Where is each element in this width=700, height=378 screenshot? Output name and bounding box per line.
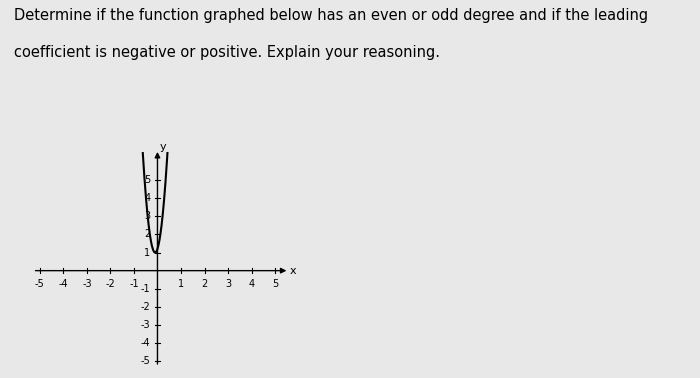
Text: -2: -2 [141,302,150,312]
Text: -5: -5 [141,356,150,366]
Text: 3: 3 [144,211,150,221]
Text: 5: 5 [272,279,279,289]
Text: 4: 4 [144,193,150,203]
Text: -5: -5 [35,279,45,289]
Text: 1: 1 [144,248,150,257]
Text: x: x [290,266,296,276]
Text: -1: -1 [141,284,150,294]
Text: -3: -3 [82,279,92,289]
Text: 4: 4 [248,279,255,289]
Text: 2: 2 [202,279,208,289]
Text: -4: -4 [141,338,150,348]
Text: -1: -1 [129,279,139,289]
Text: 2: 2 [144,229,150,239]
Text: -2: -2 [106,279,116,289]
Text: 1: 1 [178,279,184,289]
Text: coefficient is negative or positive. Explain your reasoning.: coefficient is negative or positive. Exp… [14,45,440,60]
Text: -4: -4 [59,279,68,289]
Text: 5: 5 [144,175,150,185]
Text: 3: 3 [225,279,231,289]
Text: -3: -3 [141,320,150,330]
Text: y: y [160,142,167,152]
Text: Determine if the function graphed below has an even or odd degree and if the lea: Determine if the function graphed below … [14,8,648,23]
